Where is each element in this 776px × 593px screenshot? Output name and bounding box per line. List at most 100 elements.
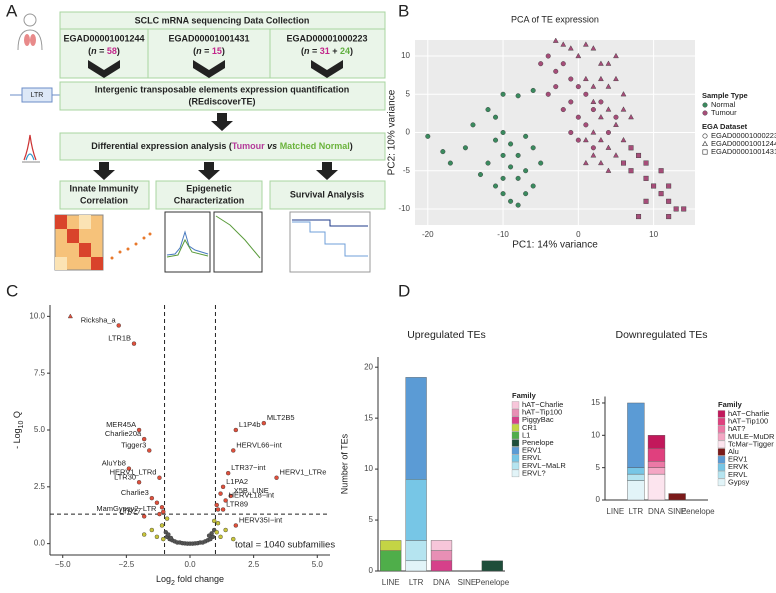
x-tick-label: DNA (433, 578, 451, 587)
point (583, 91, 589, 97)
point (233, 523, 239, 528)
x-tick-label: SINE (668, 507, 687, 516)
point (168, 535, 174, 541)
point (636, 214, 642, 220)
point (530, 145, 536, 151)
box-text: Differential expression analysis (Tumour… (91, 141, 352, 151)
point (220, 484, 226, 490)
quantification-box (59, 81, 386, 111)
point (598, 75, 604, 82)
bar-segment (647, 448, 666, 462)
point (136, 480, 142, 485)
point (500, 91, 506, 97)
point (231, 448, 236, 453)
point (568, 99, 574, 105)
point (545, 53, 551, 59)
x-tick-label: LINE (382, 578, 400, 587)
point (673, 206, 679, 212)
point (590, 107, 596, 113)
legend-label: Alu (728, 447, 739, 456)
point (214, 530, 219, 535)
point (493, 183, 499, 189)
x-tick-label: 2.5 (248, 560, 260, 569)
point (141, 436, 147, 442)
point-label: HERV1_LTRe (280, 468, 327, 477)
x-tick-label: 5.0 (312, 560, 324, 569)
point-label: MLT2B5 (267, 413, 295, 422)
dataset-n: (n = 15) (193, 46, 225, 56)
point (206, 533, 212, 538)
y-tick-label: 0 (369, 566, 374, 575)
legend-swatch (702, 140, 708, 147)
point (126, 466, 132, 471)
point (553, 84, 559, 90)
point (508, 198, 514, 204)
box-text: Innate Immunity (69, 183, 138, 193)
bar-segment (405, 479, 427, 541)
x-tick-label: -10 (497, 230, 509, 239)
point (605, 144, 612, 150)
legend-swatch (702, 133, 708, 139)
point-label: AluYb8 (102, 459, 126, 468)
point (560, 41, 567, 47)
point-label: Tigger3 (121, 440, 146, 449)
point (500, 152, 506, 158)
y-tick-label: 0.0 (34, 539, 46, 548)
point (575, 137, 581, 143)
bar-segment (627, 402, 645, 468)
dataset-id: EGAD00001001244 (63, 33, 144, 43)
bar-segment (627, 480, 645, 501)
point (493, 114, 499, 120)
x-tick-label: SINE (458, 578, 477, 587)
legend-label: L1 (522, 430, 530, 439)
point (605, 129, 611, 135)
point (613, 121, 619, 127)
point (116, 323, 121, 328)
y-tick-label: 5 (406, 89, 411, 98)
n-part: = (97, 46, 107, 56)
dataset-n: (n = 31 + 24) (301, 46, 353, 56)
point (223, 527, 228, 533)
legend-title: EGA Dataset (702, 122, 748, 131)
point-label: MamGypsy2−LTR (96, 504, 157, 513)
y-tick-label: 0 (596, 495, 601, 504)
point (500, 175, 506, 181)
point (500, 191, 506, 197)
point (628, 145, 634, 151)
legend-swatch (717, 425, 726, 433)
legend-label: ERVL (522, 453, 541, 462)
n-part: = (202, 46, 212, 56)
point (154, 534, 160, 540)
bar-segment (430, 540, 453, 551)
point (218, 534, 223, 540)
point-label: L1PA2 (226, 477, 248, 486)
panel-letter: D (398, 281, 410, 300)
volcano-icon (22, 134, 40, 163)
bar-segment (627, 473, 645, 481)
legend-swatch (511, 401, 520, 409)
legend-swatch (511, 416, 520, 424)
point (575, 114, 581, 120)
legend-label: TcMar−Tigger (728, 439, 774, 448)
point (666, 198, 672, 204)
bar-segment (627, 467, 645, 475)
bar-segment (405, 540, 427, 562)
point (157, 511, 162, 517)
point (568, 129, 574, 135)
point (274, 475, 279, 480)
point (620, 106, 627, 112)
point-label: HERVL18−int (229, 490, 275, 499)
point (159, 523, 165, 528)
legend-label: hAT−Charlie (728, 409, 769, 418)
scatter-thumb (110, 232, 152, 260)
legend-label: hAT−Tip100 (728, 417, 768, 426)
point (590, 129, 597, 135)
n-part: ( (301, 46, 304, 56)
point (149, 527, 155, 533)
analysis-box (59, 180, 150, 210)
legend-label: PiggyBac (522, 415, 554, 424)
point (567, 45, 574, 51)
y-tick-label: 10.0 (29, 311, 45, 320)
panel-letter: C (6, 281, 18, 300)
point (651, 183, 657, 189)
